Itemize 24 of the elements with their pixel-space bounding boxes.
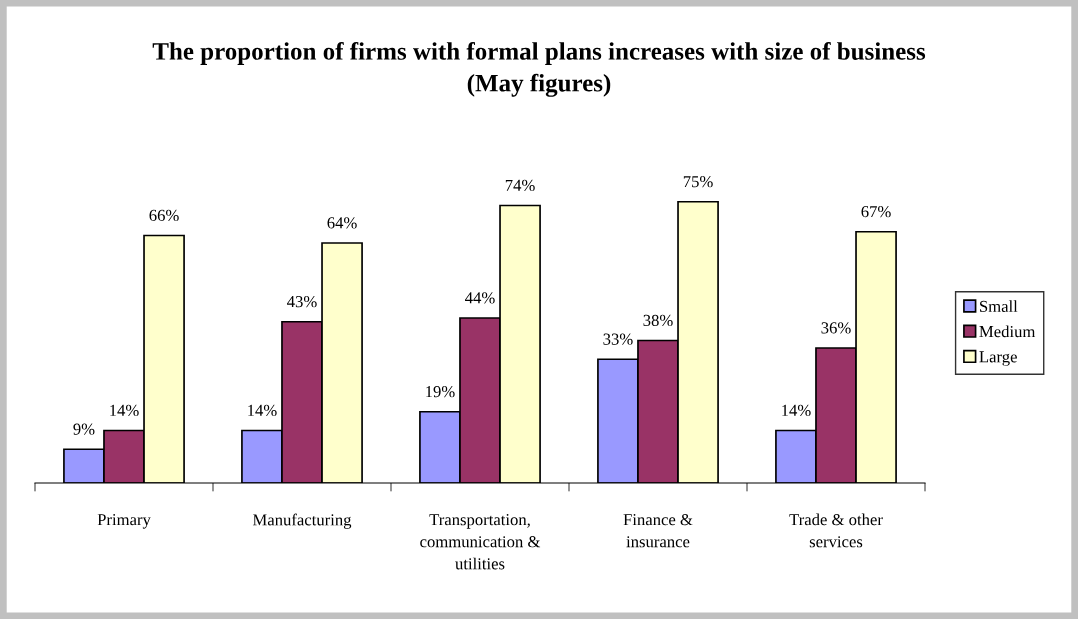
data-label: 9% [73,423,95,435]
legend-label: Large [979,351,1017,366]
data-label: 14% [248,404,277,417]
data-label: 19% [426,386,455,398]
data-label: 43% [287,296,317,308]
data-label: 33% [603,333,633,345]
legend-label: Small [980,300,1018,312]
x-tick-label: Manufacturing [252,513,352,529]
data-label: 36% [821,322,851,334]
data-label: 14% [110,404,139,417]
x-tick-label: Finance & insurance [623,514,693,548]
data-label: 75% [683,176,713,188]
data-label: 44% [465,292,495,304]
data-label: 67% [861,206,891,218]
legend-label: Medium [979,325,1036,338]
chart-title: The proportion of firms with formal plans increases with size of business (May figures) [152,42,926,97]
data-label: 66% [149,209,179,222]
x-tick-label: Trade & other services [789,513,883,548]
data-label: 64% [327,217,357,229]
x-tick-label: Transportation, communication & utilities [420,514,541,570]
data-label: 14% [782,404,811,417]
x-tick-label: Primary [97,514,151,529]
data-label: 74% [505,179,535,192]
data-label: 38% [643,314,673,327]
